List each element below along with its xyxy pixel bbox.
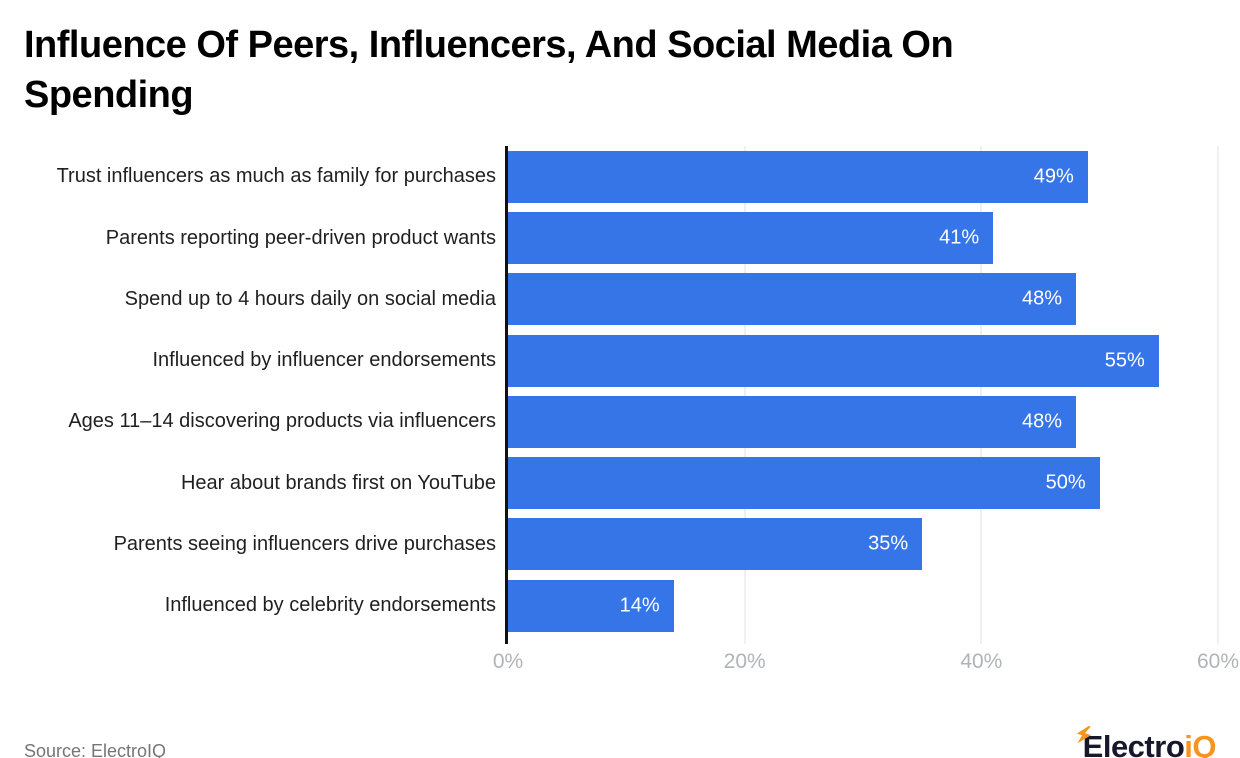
- category-label: Influenced by influencer endorsements: [152, 349, 496, 372]
- bar: 48%: [508, 273, 1076, 326]
- plot-area: Trust influencers as much as family for …: [0, 146, 1240, 645]
- x-axis: 0% 20% 40% 60%: [493, 650, 1239, 676]
- bar-row: Hear about brands first on YouTube 50%: [0, 453, 1218, 514]
- bar-track: 49%: [508, 150, 1218, 203]
- bar-track: 55%: [508, 334, 1218, 387]
- bar-value-label: 55%: [1104, 349, 1145, 372]
- lightning-bolt-icon: [1072, 717, 1096, 751]
- bar-row: Parents seeing influencers drive purchas…: [0, 514, 1218, 575]
- bar: 14%: [508, 579, 674, 632]
- bar: 48%: [508, 395, 1076, 448]
- category-label: Hear about brands first on YouTube: [180, 471, 496, 494]
- bar-row: Influenced by influencer endorsements 55%: [0, 330, 1218, 391]
- bar: 35%: [508, 518, 923, 571]
- source-label: Source: ElectroIQ: [24, 741, 167, 758]
- bar: 49%: [508, 150, 1088, 203]
- electroiq-logo: ElectroiQ: [1076, 723, 1216, 758]
- logo-text-iq: iQ: [1184, 729, 1216, 758]
- category-label: Trust influencers as much as family for …: [56, 165, 496, 188]
- bar-track: 50%: [508, 457, 1218, 510]
- bar-chart: Trust influencers as much as family for …: [0, 146, 1240, 676]
- category-label: Influenced by celebrity endorsements: [164, 594, 496, 617]
- bar-row: Influenced by celebrity endorsements 14%: [0, 575, 1218, 636]
- page: Influence Of Peers, Influencers, And Soc…: [0, 20, 1240, 758]
- bar-track: 35%: [508, 518, 1218, 571]
- bar-value-label: 48%: [1021, 410, 1062, 433]
- footer: Source: ElectroIQ ElectroiQ: [24, 723, 1216, 758]
- bar-value-label: 35%: [868, 532, 909, 555]
- bar: 50%: [508, 457, 1100, 510]
- bar-row: Parents reporting peer-driven product wa…: [0, 208, 1218, 269]
- bar-track: 48%: [508, 273, 1218, 326]
- bar-row: Spend up to 4 hours daily on social medi…: [0, 269, 1218, 330]
- category-label: Parents reporting peer-driven product wa…: [105, 226, 496, 249]
- bar: 41%: [508, 212, 994, 265]
- bar-row: Ages 11–14 discovering products via infl…: [0, 391, 1218, 452]
- category-label: Spend up to 4 hours daily on social medi…: [124, 287, 496, 310]
- x-tick-label: 0%: [492, 650, 524, 674]
- bar-row: Trust influencers as much as family for …: [0, 146, 1218, 207]
- bar-value-label: 49%: [1033, 165, 1074, 188]
- category-label: Parents seeing influencers drive purchas…: [113, 532, 496, 555]
- x-tick-label: 40%: [960, 650, 1003, 674]
- x-tick-label: 60%: [1196, 650, 1240, 674]
- bar-value-label: 14%: [619, 594, 660, 617]
- page-title: Influence Of Peers, Influencers, And Soc…: [24, 24, 954, 117]
- bar-value-label: 41%: [939, 226, 980, 249]
- bar-rows: Trust influencers as much as family for …: [0, 146, 1240, 636]
- bar: 55%: [508, 334, 1159, 387]
- x-tick-label: 20%: [723, 650, 766, 674]
- bar-track: 48%: [508, 395, 1218, 448]
- category-label: Ages 11–14 discovering products via infl…: [68, 410, 496, 433]
- bar-value-label: 48%: [1021, 287, 1062, 310]
- bar-value-label: 50%: [1045, 471, 1086, 494]
- bar-track: 41%: [508, 212, 1218, 265]
- logo-text-electro: Electro: [1082, 729, 1185, 758]
- bar-track: 14%: [508, 579, 1218, 632]
